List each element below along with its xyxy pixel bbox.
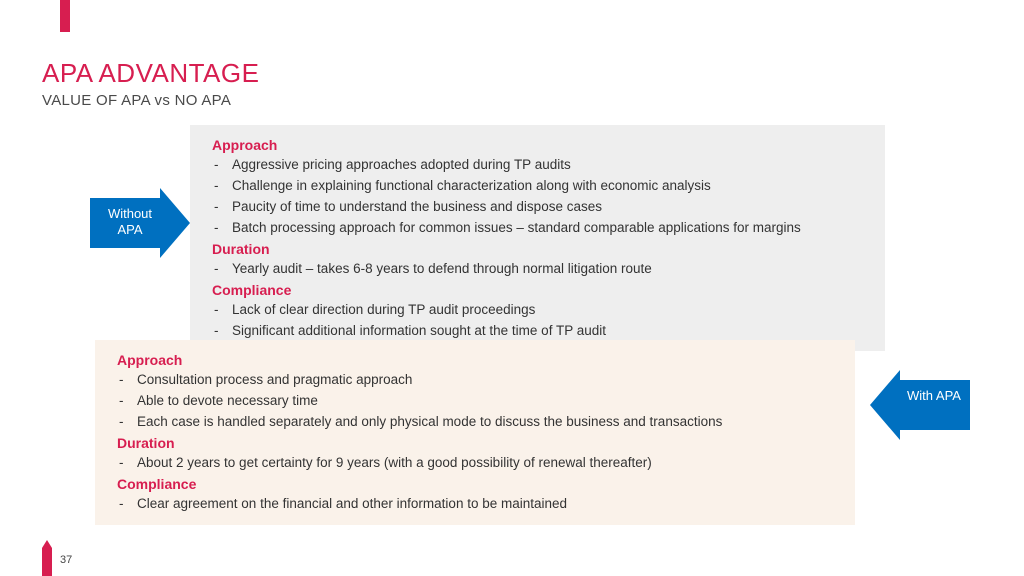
list-item: -Paucity of time to understand the busin… <box>212 197 867 218</box>
corner-accent <box>42 548 52 576</box>
without-approach-heading: Approach <box>212 137 867 153</box>
arrow-with-apa: With APA <box>870 370 970 440</box>
page-subtitle: VALUE OF APA vs NO APA <box>42 92 231 109</box>
arrow-without-apa: Without APA <box>90 188 190 258</box>
list-item: -Aggressive pricing approaches adopted d… <box>212 155 867 176</box>
list-item: -Batch processing approach for common is… <box>212 218 867 239</box>
list-item: -Challenge in explaining functional char… <box>212 176 867 197</box>
list-item: -Able to devote necessary time <box>117 391 837 412</box>
list-item: -Lack of clear direction during TP audit… <box>212 300 867 321</box>
page-title: APA ADVANTAGE <box>42 58 259 89</box>
arrow-with-label: With APA <box>900 388 968 404</box>
list-item: -Yearly audit – takes 6-8 years to defen… <box>212 259 867 280</box>
arrow-without-label: Without APA <box>96 206 164 237</box>
list-item: -Clear agreement on the financial and ot… <box>117 494 837 515</box>
list-item: -About 2 years to get certainty for 9 ye… <box>117 453 837 474</box>
with-approach-heading: Approach <box>117 352 837 368</box>
with-apa-box: Approach -Consultation process and pragm… <box>95 340 855 525</box>
with-compliance-heading: Compliance <box>117 476 837 492</box>
page-number: 37 <box>60 554 72 566</box>
list-item: -Each case is handled separately and onl… <box>117 412 837 433</box>
without-compliance-heading: Compliance <box>212 282 867 298</box>
with-duration-heading: Duration <box>117 435 837 451</box>
accent-bar <box>60 0 70 32</box>
list-item: -Significant additional information soug… <box>212 321 867 342</box>
without-duration-heading: Duration <box>212 241 867 257</box>
without-apa-box: Approach -Aggressive pricing approaches … <box>190 125 885 351</box>
list-item: -Consultation process and pragmatic appr… <box>117 370 837 391</box>
